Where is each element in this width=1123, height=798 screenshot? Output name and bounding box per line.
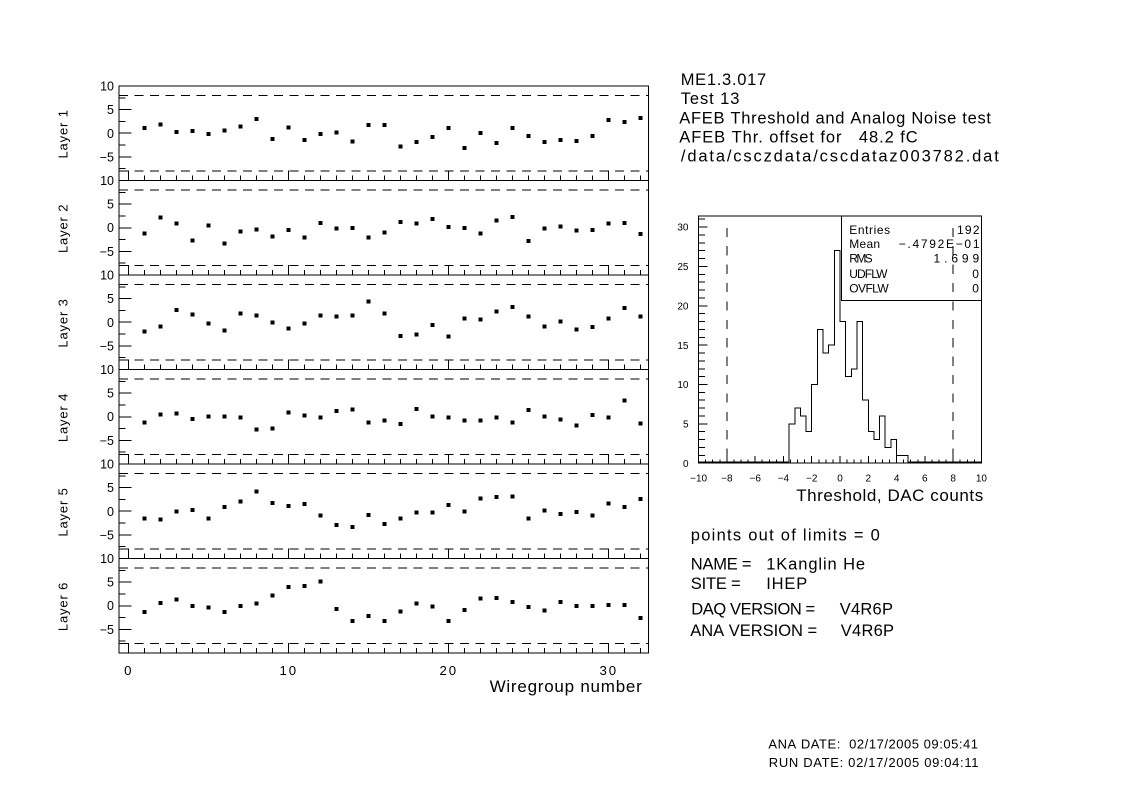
svg-text:V4R6P: V4R6P xyxy=(841,622,894,640)
svg-text:ME1.3.017: ME1.3.017 xyxy=(681,71,767,89)
svg-text:10: 10 xyxy=(100,363,114,377)
svg-text:RMS: RMS xyxy=(849,252,872,266)
svg-text:30: 30 xyxy=(599,663,616,678)
svg-text:−6: −6 xyxy=(749,474,761,485)
svg-text:−5: −5 xyxy=(100,623,114,637)
svg-text:4: 4 xyxy=(894,474,900,485)
svg-text:25: 25 xyxy=(677,262,689,273)
svg-text:5: 5 xyxy=(107,387,114,401)
svg-text:192: 192 xyxy=(957,223,980,237)
svg-text:−5: −5 xyxy=(100,339,114,353)
svg-text:10: 10 xyxy=(100,269,114,283)
svg-text:/data/csczdata/cscdataz003782.: /data/csczdata/cscdataz003782.dat xyxy=(681,147,999,165)
svg-text:0: 0 xyxy=(107,127,114,141)
svg-text:5: 5 xyxy=(107,292,114,306)
svg-text:DAQ VERSION =: DAQ VERSION = xyxy=(691,600,815,618)
svg-text:−10: −10 xyxy=(690,474,707,485)
svg-text:5: 5 xyxy=(107,576,114,590)
svg-text:10: 10 xyxy=(100,80,114,94)
svg-text:SITE =: SITE = xyxy=(691,575,741,593)
svg-text:Threshold, DAC counts: Threshold, DAC counts xyxy=(796,486,983,505)
svg-text:−4: −4 xyxy=(778,474,790,485)
svg-text:0: 0 xyxy=(124,663,131,678)
svg-text:0: 0 xyxy=(107,316,114,330)
svg-text:IHEP: IHEP xyxy=(766,575,807,593)
svg-text:8: 8 xyxy=(950,474,956,485)
svg-text:2: 2 xyxy=(866,474,872,485)
svg-text:1Kanglin He: 1Kanglin He xyxy=(766,556,865,574)
svg-text:30: 30 xyxy=(677,223,689,234)
svg-text:−5: −5 xyxy=(100,528,114,542)
svg-text:20: 20 xyxy=(439,663,456,678)
svg-text:Wiregroup number: Wiregroup number xyxy=(490,677,643,696)
svg-text:Layer 5: Layer 5 xyxy=(55,488,70,537)
svg-text:Layer 6: Layer 6 xyxy=(55,583,70,632)
svg-text:AFEB Threshold and Analog Nois: AFEB Threshold and Analog Noise test xyxy=(679,110,991,128)
svg-text:0: 0 xyxy=(837,474,843,485)
svg-text:0: 0 xyxy=(107,410,114,424)
svg-text:10: 10 xyxy=(677,380,689,391)
svg-text:−.4792E−01: −.4792E−01 xyxy=(899,237,980,251)
svg-text:10: 10 xyxy=(100,458,114,472)
svg-text:15: 15 xyxy=(677,341,689,352)
svg-text:−5: −5 xyxy=(100,150,114,164)
svg-text:UDFLW: UDFLW xyxy=(849,267,888,281)
svg-text:5: 5 xyxy=(107,103,114,117)
svg-text:5: 5 xyxy=(107,481,114,495)
svg-text:Layer 4: Layer 4 xyxy=(55,394,70,443)
svg-text:1.699: 1.699 xyxy=(934,252,980,266)
svg-text:RUN DATE: 02/17/2005 09:04:11: RUN DATE: 02/17/2005 09:04:11 xyxy=(769,755,979,770)
svg-text:10: 10 xyxy=(100,174,114,188)
svg-text:−5: −5 xyxy=(100,434,114,448)
svg-text:Mean: Mean xyxy=(849,237,880,251)
svg-text:0: 0 xyxy=(972,282,979,296)
svg-text:OVFLW: OVFLW xyxy=(849,282,889,296)
svg-text:ANA DATE: 02/17/2005 09:05:41: ANA DATE: 02/17/2005 09:05:41 xyxy=(768,736,978,751)
svg-text:points out of limits = 0: points out of limits = 0 xyxy=(691,527,880,545)
svg-text:Layer 2: Layer 2 xyxy=(55,205,70,254)
svg-text:Layer 3: Layer 3 xyxy=(55,299,70,348)
svg-text:0: 0 xyxy=(107,221,114,235)
svg-text:ANA VERSION =: ANA VERSION = xyxy=(690,622,817,640)
svg-text:AFEB Thr. offset for 48.2 fC: AFEB Thr. offset for 48.2 fC xyxy=(679,128,917,146)
svg-text:Entries: Entries xyxy=(849,223,890,237)
svg-text:Layer 1: Layer 1 xyxy=(55,110,70,159)
svg-text:−8: −8 xyxy=(721,474,733,485)
svg-text:0: 0 xyxy=(107,505,114,519)
svg-text:V4R6P: V4R6P xyxy=(840,600,893,618)
svg-text:5: 5 xyxy=(107,198,114,212)
svg-text:10: 10 xyxy=(976,474,988,485)
svg-text:Test 13: Test 13 xyxy=(681,90,740,108)
svg-text:0: 0 xyxy=(683,459,689,470)
svg-text:10: 10 xyxy=(100,552,114,566)
svg-text:6: 6 xyxy=(922,474,928,485)
svg-text:−2: −2 xyxy=(806,474,818,485)
svg-text:10: 10 xyxy=(279,663,296,678)
svg-text:0: 0 xyxy=(972,267,979,281)
svg-text:−5: −5 xyxy=(100,245,114,259)
svg-text:20: 20 xyxy=(677,301,689,312)
svg-text:0: 0 xyxy=(107,599,114,613)
svg-text:5: 5 xyxy=(683,419,689,430)
svg-text:NAME =: NAME = xyxy=(691,556,752,574)
